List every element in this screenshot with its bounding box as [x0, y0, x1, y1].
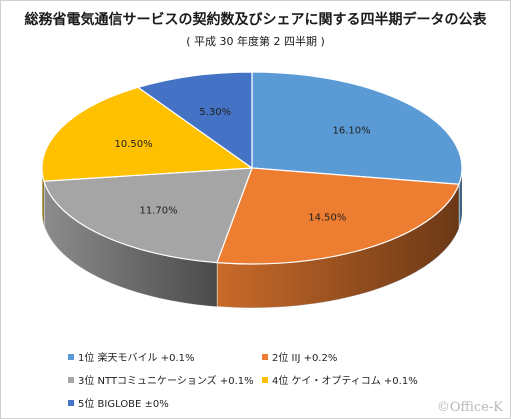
pie-slice-3: [43, 167, 253, 264]
legend-swatch-3: [68, 376, 74, 383]
legend-swatch-5: [68, 399, 74, 406]
legend-label-2: 2位 IIJ +0.2%: [272, 353, 338, 364]
pie-side-shade-2: [216, 184, 459, 308]
chart-title: 総務省電気通信サービスの契約数及びシェアに関する四半期データの公表: [24, 12, 487, 28]
legend-item-2: 2位 IIJ +0.2%: [262, 349, 337, 364]
legend-swatch-4: [262, 376, 268, 383]
data-label-4: 10.50%: [115, 139, 153, 150]
pie-slice-4: [41, 86, 254, 182]
legend-label-3: 3位 NTTコミュニケーションズ +0.1%: [78, 376, 254, 387]
pie-slice-1: [251, 71, 463, 185]
pie-side-shade-3: [43, 181, 217, 307]
pie-side-shade-4: [42, 168, 44, 226]
legend-item-5: 5位 BIGLOBE ±0%: [68, 395, 169, 410]
pie-slice-5: [136, 71, 253, 170]
data-label-5: 5.30%: [199, 107, 231, 118]
legend-label-1: 1位 楽天モバイル +0.1%: [78, 353, 195, 364]
watermark: ©Office-K: [436, 400, 503, 415]
data-label-2: 14.50%: [308, 213, 346, 224]
legend-swatch-1: [68, 353, 74, 360]
chart-subtitle: ( 平成 30 年度第 2 四半期 ): [186, 35, 325, 48]
legend-label-5: 5位 BIGLOBE ±0%: [78, 399, 169, 410]
pie-slice-2: [216, 167, 460, 265]
legend-swatch-2: [262, 353, 268, 360]
data-label-3: 11.70%: [140, 206, 178, 217]
legend-item-1: 1位 楽天モバイル +0.1%: [68, 349, 195, 364]
legend-label-4: 4位 ケイ・オプティコム +0.1%: [272, 376, 418, 387]
legend-item-4: 4位 ケイ・オプティコム +0.1%: [262, 372, 418, 387]
legend-item-3: 3位 NTTコミュニケーションズ +0.1%: [68, 372, 254, 387]
data-label-1: 16.10%: [333, 126, 371, 137]
